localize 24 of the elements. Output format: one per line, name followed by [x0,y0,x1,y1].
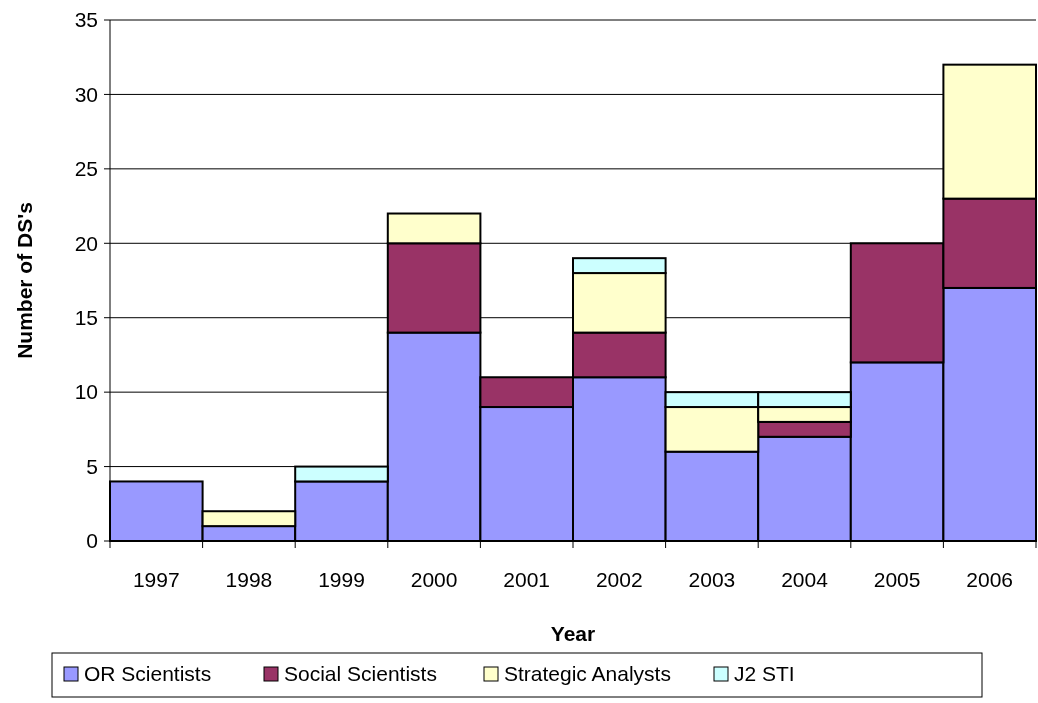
x-tick-label: 2002 [595,568,643,591]
y-tick-label: 5 [86,454,98,478]
x-tick-label: 1997 [132,568,180,591]
legend-label: OR Scientists [84,662,212,685]
x-tick-label: 2003 [688,568,736,591]
y-tick-label: 10 [74,380,98,404]
x-tick-label: 2006 [966,568,1014,591]
y-axis-title: Number of DS's [13,202,36,359]
legend-label: J2 STI [734,662,795,685]
x-tick-label: 2004 [781,568,829,591]
x-tick-label: 1999 [318,568,365,591]
y-tick-label: 15 [74,306,98,330]
y-tick-label: 20 [74,231,98,255]
y-tick-label: 0 [86,529,98,553]
y-tick-label: 35 [74,8,98,32]
x-tick-label: 2005 [873,568,921,591]
legend-label: Social Scientists [284,662,437,685]
x-tick-label: 2000 [410,568,458,591]
x-tick-label: 1998 [225,568,273,591]
x-tick-label: 2001 [503,568,551,591]
legend-label: Strategic Analysts [504,662,671,685]
y-tick-label: 30 [74,82,98,106]
y-tick-label: 25 [74,157,98,181]
x-axis-title: Year [550,622,596,645]
